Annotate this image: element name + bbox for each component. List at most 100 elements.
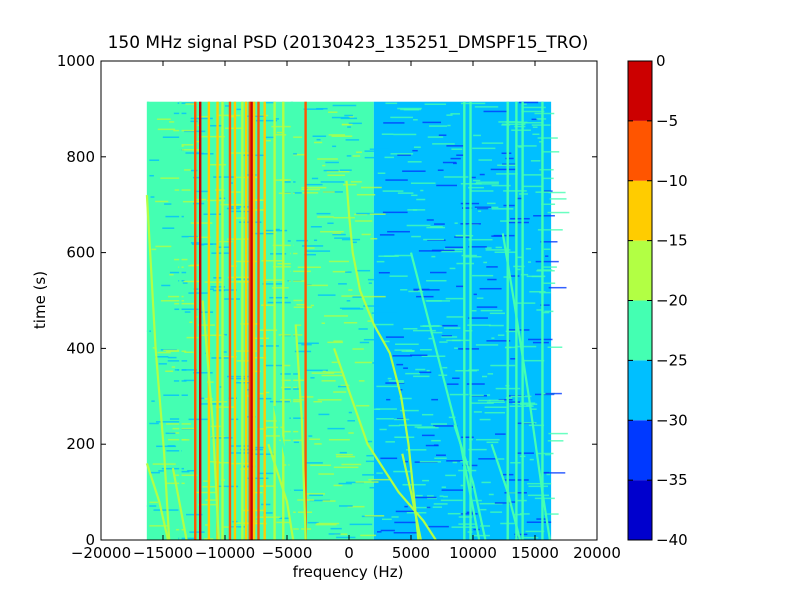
noise-streak	[446, 145, 465, 147]
noise-streak	[405, 372, 420, 375]
noise-streak	[442, 161, 457, 164]
y-tick-label: 800	[66, 148, 95, 166]
noise-streak	[432, 506, 442, 508]
noise-streak	[207, 199, 225, 202]
noise-streak	[331, 361, 338, 364]
noise-streak	[436, 454, 446, 456]
noise-streak	[387, 377, 392, 380]
noise-streak	[544, 513, 559, 515]
noise-streak	[375, 408, 397, 410]
noise-streak	[209, 124, 223, 127]
noise-streak	[328, 533, 341, 535]
noise-streak	[203, 213, 221, 216]
noise-streak	[449, 267, 456, 270]
noise-streak	[293, 306, 313, 308]
noise-streak	[472, 179, 481, 182]
noise-streak	[470, 402, 494, 404]
noise-streak	[335, 453, 353, 456]
noise-streak	[440, 324, 458, 327]
noise-streak	[543, 190, 553, 192]
noise-streak	[346, 300, 351, 302]
noise-streak	[380, 457, 398, 460]
noise-streak	[426, 219, 434, 221]
noise-streak	[356, 151, 362, 153]
noise-streak	[309, 494, 323, 497]
noise-streak	[167, 360, 188, 362]
noise-streak	[441, 486, 446, 488]
noise-streak	[468, 186, 484, 189]
noise-streak	[418, 250, 442, 252]
noise-streak	[532, 133, 540, 136]
noise-streak	[406, 224, 431, 227]
noise-streak	[302, 192, 319, 194]
noise-streak	[211, 357, 229, 359]
noise-streak	[531, 124, 551, 126]
noise-streak	[486, 441, 499, 444]
noise-streak	[542, 266, 557, 268]
noise-streak	[452, 377, 460, 379]
noise-streak	[264, 364, 283, 367]
noise-streak	[529, 290, 546, 293]
noise-streak	[460, 513, 478, 515]
noise-streak	[266, 231, 277, 234]
noise-streak	[425, 300, 442, 302]
colorbar-tick-label: 0	[656, 52, 666, 70]
noise-streak	[160, 177, 180, 179]
noise-streak	[439, 495, 444, 497]
noise-streak	[347, 505, 365, 508]
noise-streak	[264, 229, 288, 232]
noise-streak	[526, 521, 552, 523]
noise-streak	[474, 106, 499, 108]
noise-streak	[491, 337, 495, 339]
noise-streak	[486, 266, 498, 268]
noise-streak	[341, 295, 362, 297]
noise-streak	[446, 114, 453, 116]
noise-streak	[532, 126, 538, 128]
colorbar-segment	[628, 300, 652, 361]
noise-streak	[527, 494, 550, 497]
noise-streak	[343, 322, 358, 324]
noise-streak	[320, 230, 344, 233]
noise-streak	[395, 343, 419, 346]
noise-streak	[394, 521, 417, 524]
noise-streak	[309, 499, 331, 502]
noise-streak	[314, 239, 318, 242]
noise-streak	[187, 469, 197, 472]
noise-streak	[210, 425, 221, 428]
noise-streak	[426, 506, 431, 509]
noise-streak	[376, 260, 385, 263]
noise-streak	[317, 216, 334, 218]
noise-streak	[151, 248, 157, 251]
x-tick-label: −5000	[262, 544, 313, 562]
noise-streak	[321, 322, 326, 324]
noise-streak	[407, 161, 422, 163]
noise-streak	[480, 309, 503, 312]
noise-streak	[461, 436, 474, 439]
noise-streak	[443, 495, 448, 498]
noise-streak	[500, 220, 519, 222]
noise-streak	[536, 309, 542, 311]
colorbar-segment	[628, 360, 652, 421]
drift-track	[490, 443, 522, 540]
noise-streak	[196, 140, 201, 143]
noise-streak	[265, 420, 280, 422]
noise-streak	[168, 295, 184, 298]
noise-streak	[376, 385, 400, 388]
noise-streak	[360, 186, 382, 189]
noise-streak	[468, 246, 487, 248]
noise-streak	[364, 150, 380, 152]
noise-streak	[229, 452, 250, 454]
noise-streak	[150, 196, 155, 198]
noise-streak	[412, 149, 418, 152]
noise-streak	[430, 271, 447, 274]
noise-streak	[466, 383, 485, 385]
noise-streak	[260, 345, 279, 347]
noise-streak	[542, 471, 550, 474]
noise-streak	[185, 103, 195, 105]
noise-streak	[278, 192, 295, 195]
noise-streak	[441, 336, 458, 338]
noise-streak	[403, 108, 420, 111]
noise-streak	[183, 379, 196, 382]
vertical-signal-line	[469, 101, 472, 540]
noise-streak	[248, 199, 265, 201]
